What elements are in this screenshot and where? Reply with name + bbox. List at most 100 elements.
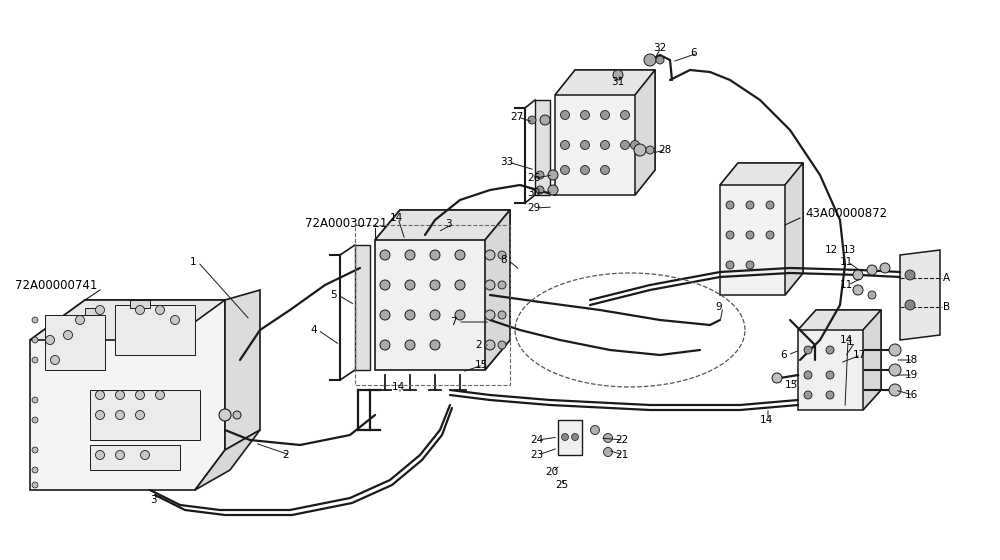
Circle shape — [46, 335, 55, 344]
Circle shape — [156, 306, 165, 315]
Circle shape — [233, 411, 241, 419]
Text: 23: 23 — [530, 450, 543, 460]
Text: 7: 7 — [450, 317, 457, 327]
Circle shape — [32, 417, 38, 423]
Circle shape — [880, 263, 890, 273]
Circle shape — [536, 171, 544, 179]
Text: 15: 15 — [785, 380, 798, 390]
Circle shape — [455, 250, 465, 260]
Circle shape — [905, 270, 915, 280]
Circle shape — [405, 310, 415, 320]
Circle shape — [455, 310, 465, 320]
Circle shape — [580, 141, 590, 150]
Circle shape — [867, 265, 877, 275]
Circle shape — [136, 306, 145, 315]
Text: 14: 14 — [392, 382, 405, 392]
Circle shape — [548, 170, 558, 180]
Polygon shape — [30, 300, 225, 490]
Text: 28: 28 — [658, 145, 671, 155]
Text: 9: 9 — [715, 302, 722, 312]
Text: 72A00030721: 72A00030721 — [305, 217, 387, 230]
Circle shape — [746, 231, 754, 239]
Circle shape — [430, 250, 440, 260]
Circle shape — [116, 450, 125, 460]
Circle shape — [656, 56, 664, 64]
Circle shape — [32, 447, 38, 453]
Polygon shape — [555, 70, 655, 195]
Text: 14: 14 — [390, 213, 403, 223]
Circle shape — [485, 250, 495, 260]
Circle shape — [498, 281, 506, 289]
Circle shape — [96, 390, 105, 399]
Circle shape — [613, 70, 623, 80]
Circle shape — [171, 315, 180, 324]
Text: 17: 17 — [853, 350, 866, 360]
Circle shape — [772, 373, 782, 383]
Circle shape — [32, 357, 38, 363]
Circle shape — [634, 144, 646, 156]
Polygon shape — [90, 445, 180, 470]
Polygon shape — [30, 300, 225, 340]
Circle shape — [853, 270, 863, 280]
Circle shape — [905, 300, 915, 310]
Circle shape — [548, 185, 558, 195]
Text: 12: 12 — [825, 245, 838, 255]
Polygon shape — [798, 310, 881, 410]
Text: 14: 14 — [840, 335, 853, 345]
Circle shape — [405, 280, 415, 290]
Circle shape — [580, 166, 590, 175]
Circle shape — [600, 110, 610, 119]
Text: A: A — [943, 273, 950, 283]
Text: 72A00000741: 72A00000741 — [15, 278, 97, 292]
Circle shape — [620, 141, 630, 150]
Circle shape — [766, 201, 774, 209]
Polygon shape — [863, 310, 881, 410]
Circle shape — [485, 340, 495, 350]
Circle shape — [826, 346, 834, 354]
Polygon shape — [485, 210, 510, 370]
Circle shape — [746, 201, 754, 209]
Text: 29: 29 — [527, 203, 540, 213]
Circle shape — [430, 280, 440, 290]
Circle shape — [405, 340, 415, 350]
Circle shape — [430, 310, 440, 320]
Circle shape — [560, 110, 570, 119]
Polygon shape — [90, 390, 200, 440]
Text: 6: 6 — [690, 48, 697, 58]
Text: 11: 11 — [840, 280, 853, 290]
Text: 11: 11 — [840, 257, 853, 267]
Text: 1: 1 — [190, 257, 197, 267]
Circle shape — [498, 311, 506, 319]
Circle shape — [380, 340, 390, 350]
Polygon shape — [798, 310, 881, 330]
Circle shape — [536, 186, 544, 194]
Circle shape — [485, 310, 495, 320]
Circle shape — [804, 371, 812, 379]
Polygon shape — [900, 250, 940, 340]
Circle shape — [580, 110, 590, 119]
Text: 25: 25 — [555, 480, 568, 490]
Circle shape — [96, 410, 105, 419]
Text: 16: 16 — [905, 390, 918, 400]
Circle shape — [430, 340, 440, 350]
Circle shape — [156, 390, 165, 399]
Circle shape — [405, 250, 415, 260]
Polygon shape — [195, 430, 260, 490]
Polygon shape — [375, 210, 510, 370]
Text: 6: 6 — [780, 350, 787, 360]
Text: 3: 3 — [150, 495, 157, 505]
Text: 26: 26 — [527, 173, 540, 183]
Text: 15: 15 — [475, 360, 488, 370]
Text: 18: 18 — [905, 355, 918, 365]
Circle shape — [604, 433, 612, 442]
Circle shape — [76, 315, 85, 324]
Polygon shape — [225, 290, 260, 450]
Circle shape — [141, 450, 150, 460]
Circle shape — [746, 261, 754, 269]
Circle shape — [726, 201, 734, 209]
Text: 8: 8 — [500, 255, 507, 265]
Text: 43A00000872: 43A00000872 — [805, 207, 887, 220]
Polygon shape — [375, 210, 510, 240]
Circle shape — [498, 341, 506, 349]
Circle shape — [32, 337, 38, 343]
